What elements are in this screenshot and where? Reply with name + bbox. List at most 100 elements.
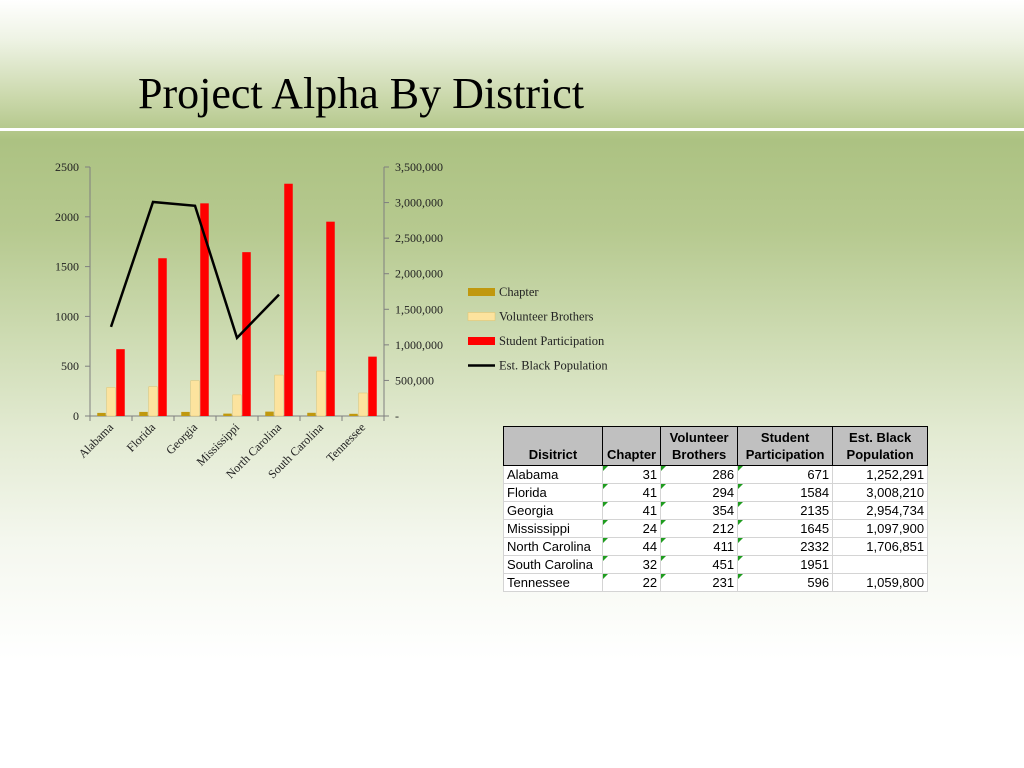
- cell-volunteer-brothers: 354: [660, 501, 739, 520]
- cell-chapter: 44: [601, 537, 662, 556]
- column-header-est-black-population: Est. Black Population: [832, 426, 929, 466]
- slide-title: Project Alpha By District: [138, 69, 585, 118]
- table-row: North Carolina 44 411 2332 1,706,851: [503, 537, 929, 556]
- right-tick-label: 1,500,000: [395, 302, 443, 316]
- cell-district: Mississippi: [503, 519, 603, 538]
- table-header-row: Disitrict Chapter Volunteer Brothers Stu…: [503, 426, 929, 466]
- district-table: Disitrict Chapter Volunteer Brothers Stu…: [503, 426, 929, 592]
- bar-student-participation-alabama: [116, 349, 125, 416]
- right-tick-label: 2,500,000: [395, 231, 443, 245]
- cell-district: Alabama: [503, 465, 603, 484]
- column-header-volunteer-brothers: Volunteer Brothers: [660, 426, 739, 466]
- left-tick-label: 2500: [55, 160, 79, 174]
- bar-volunteer-brothers-tennessee: [358, 392, 368, 417]
- cell-district: Georgia: [503, 501, 603, 520]
- table-row: Alabama 31 286 671 1,252,291: [503, 465, 929, 484]
- category-label: Tennessee: [323, 420, 368, 465]
- cell-est-black-population: 1,706,851: [832, 537, 929, 556]
- bar-volunteer-brothers-florida: [148, 386, 158, 417]
- bar-volunteer-brothers-mississippi: [232, 394, 242, 417]
- legend-label: Chapter: [499, 285, 539, 299]
- cell-chapter: 24: [601, 519, 662, 538]
- legend-label: Volunteer Brothers: [499, 310, 594, 324]
- bar-chapter-north-carolina: [265, 411, 274, 416]
- cell-student-participation: 2332: [737, 537, 834, 556]
- cell-student-participation: 596: [737, 573, 834, 592]
- bar-chapter-mississippi: [223, 413, 232, 416]
- legend-swatch-volunteer-brothers: [467, 312, 496, 321]
- bar-volunteer-brothers-georgia: [190, 380, 200, 417]
- legend-swatch-chapter: [468, 288, 495, 296]
- column-header-student-participation: Student Participation: [737, 426, 834, 466]
- cell-chapter: 32: [601, 555, 662, 574]
- cell-est-black-population: 1,252,291: [832, 465, 929, 484]
- bar-volunteer-brothers-north-carolina: [274, 374, 284, 417]
- cell-student-participation: 671: [737, 465, 834, 484]
- left-tick-label: 2000: [55, 210, 79, 224]
- cell-chapter: 41: [601, 501, 662, 520]
- left-tick-label: 1500: [55, 260, 79, 274]
- cell-volunteer-brothers: 451: [660, 555, 739, 574]
- cell-volunteer-brothers: 212: [660, 519, 739, 538]
- table-row: Mississippi 24 212 1645 1,097,900: [503, 519, 929, 538]
- bar-volunteer-brothers-south-carolina: [316, 370, 326, 417]
- bar-chapter-south-carolina: [307, 412, 316, 416]
- bar-student-participation-tennessee: [368, 356, 377, 416]
- bar-student-participation-north-carolina: [284, 183, 293, 416]
- cell-student-participation: 1645: [737, 519, 834, 538]
- left-tick-label: 500: [61, 359, 79, 373]
- category-label: Florida: [124, 420, 159, 455]
- cell-district: North Carolina: [503, 537, 603, 556]
- legend-label: Student Participation: [499, 334, 605, 348]
- district-chart: 2500 2000 1500 1000 500 0 3,500,000 3,000,000 2,…: [55, 160, 608, 481]
- right-tick-label: 2,000,000: [395, 267, 443, 281]
- cell-student-participation: 1951: [737, 555, 834, 574]
- cell-est-black-population: 2,954,734: [832, 501, 929, 520]
- cell-est-black-population: 1,059,800: [832, 573, 929, 592]
- bar-volunteer-brothers-alabama: [106, 387, 116, 417]
- left-tick-label: 1000: [55, 309, 79, 323]
- cell-chapter: 41: [601, 483, 662, 502]
- right-tick-label: -: [395, 409, 399, 423]
- left-tick-label: 0: [73, 409, 79, 423]
- table-row: Tennessee 22 231 596 1,059,800: [503, 573, 929, 592]
- cell-est-black-population: 3,008,210: [832, 483, 929, 502]
- right-tick-label: 3,500,000: [395, 160, 443, 174]
- table-row: South Carolina 32 451 1951: [503, 555, 929, 574]
- title-divider: [0, 128, 1024, 131]
- cell-student-participation: 2135: [737, 501, 834, 520]
- cell-district: South Carolina: [503, 555, 603, 574]
- category-label: Georgia: [163, 420, 201, 458]
- right-tick-label: 1,000,000: [395, 338, 443, 352]
- right-tick-label: 3,000,000: [395, 196, 443, 210]
- cell-chapter: 31: [601, 465, 662, 484]
- table-body: Alabama 31 286 671 1,252,291 Florida 41 294 1584…: [503, 465, 929, 592]
- bar-student-participation-florida: [158, 258, 167, 416]
- line-est-black-population: [111, 202, 363, 341]
- bar-chapter-georgia: [181, 411, 190, 416]
- bar-chapter-tennessee: [349, 413, 358, 416]
- cell-district: Florida: [503, 483, 603, 502]
- cell-student-participation: 1584: [737, 483, 834, 502]
- cell-est-black-population: 1,097,900: [832, 519, 929, 538]
- bar-student-participation-mississippi: [242, 252, 251, 416]
- bar-student-participation-georgia: [200, 203, 209, 416]
- cell-volunteer-brothers: 411: [660, 537, 739, 556]
- cell-est-black-population: [832, 555, 929, 574]
- bar-chapter-alabama: [97, 412, 106, 416]
- category-label: Alabama: [76, 420, 117, 461]
- cell-volunteer-brothers: 286: [660, 465, 739, 484]
- column-header-chapter: Chapter: [601, 426, 662, 466]
- cell-volunteer-brothers: 294: [660, 483, 739, 502]
- column-header-district: Disitrict: [503, 426, 603, 466]
- right-tick-label: 500,000: [395, 373, 434, 387]
- table-row: Georgia 41 354 2135 2,954,734: [503, 501, 929, 520]
- cell-district: Tennessee: [503, 573, 603, 592]
- table-row: Florida 41 294 1584 3,008,210: [503, 483, 929, 502]
- bar-student-participation-south-carolina: [326, 221, 335, 416]
- bar-chapter-florida: [139, 411, 148, 416]
- cell-chapter: 22: [601, 573, 662, 592]
- legend-swatch-student-participation: [468, 337, 495, 345]
- legend-label: Est. Black Population: [499, 359, 608, 373]
- cell-volunteer-brothers: 231: [660, 573, 739, 592]
